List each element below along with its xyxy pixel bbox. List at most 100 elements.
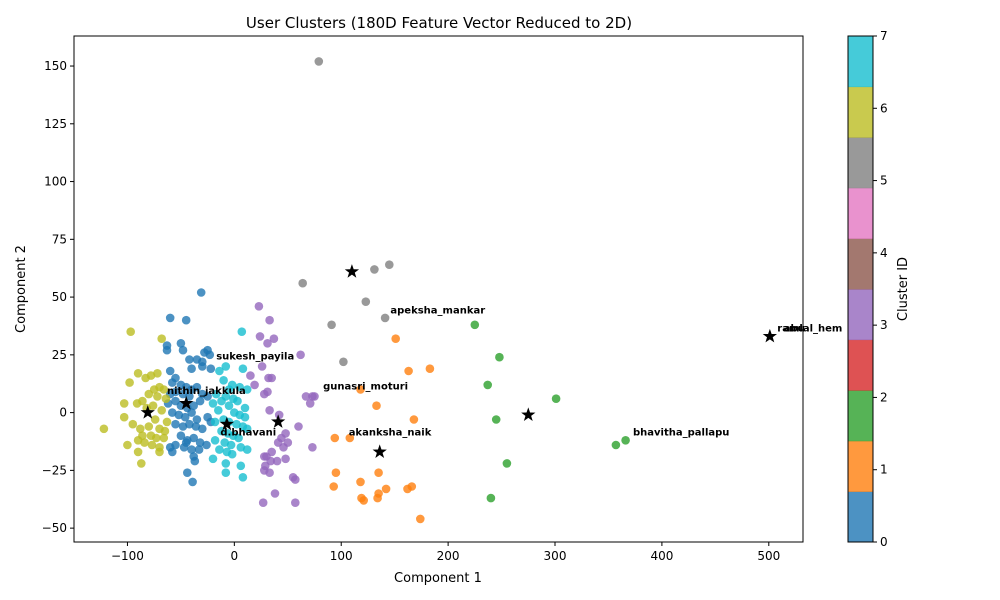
data-point-cluster-0	[196, 288, 206, 297]
colorbar-tick-label: 3	[880, 318, 888, 332]
centroid-star	[219, 416, 234, 431]
x-tick-label: 400	[650, 549, 673, 563]
data-point-cluster-4	[279, 443, 288, 452]
annotation-label: ramlal_hem	[777, 324, 842, 335]
data-point-cluster-1	[409, 415, 419, 424]
data-point-cluster-0	[203, 392, 212, 401]
y-tick-label: 150	[44, 59, 67, 73]
data-point-cluster-5	[385, 260, 394, 270]
data-point-cluster-0	[202, 440, 211, 450]
data-point-cluster-4	[250, 380, 259, 390]
data-point-cluster-6	[140, 438, 149, 447]
data-point-cluster-7	[242, 445, 252, 454]
data-point-cluster-4	[294, 422, 303, 431]
data-point-cluster-7	[224, 385, 234, 394]
data-point-cluster-0	[165, 313, 175, 323]
data-point-cluster-0	[183, 468, 192, 478]
colorbar-segment	[848, 187, 873, 239]
colorbar-ticks: 0 1 2 3 4 5 6 7	[873, 29, 888, 549]
centroid-star	[179, 395, 194, 410]
data-point-cluster-6	[144, 389, 154, 399]
chart-title: User Clusters (180D Feature Vector Reduc…	[246, 14, 632, 32]
data-point-cluster-5	[339, 357, 348, 367]
data-point-cluster-0	[187, 445, 196, 454]
data-point-cluster-6	[133, 369, 143, 378]
data-point-cluster-6	[153, 392, 162, 401]
data-point-cluster-6	[157, 334, 166, 344]
data-point-cluster-1	[416, 514, 425, 524]
data-point-cluster-6	[147, 440, 157, 450]
data-point-cluster-2	[495, 352, 504, 362]
data-point-cluster-6	[159, 385, 169, 394]
data-point-cluster-0	[168, 447, 177, 457]
data-point-cluster-0	[194, 445, 204, 454]
data-point-cluster-7	[238, 473, 248, 482]
data-point-cluster-7	[219, 376, 228, 385]
data-point-cluster-6	[99, 424, 109, 434]
data-point-cluster-4	[265, 315, 274, 325]
data-point-cluster-1	[381, 484, 391, 494]
colorbar-tick-label: 2	[880, 390, 888, 404]
data-point-cluster-6	[128, 419, 138, 429]
data-point-cluster-0	[189, 401, 198, 411]
y-tick-label: 25	[52, 348, 67, 362]
colorbar-tick-label: 5	[880, 174, 888, 188]
data-point-cluster-1	[373, 493, 382, 503]
data-point-cluster-7	[240, 412, 250, 422]
data-point-cluster-0	[185, 392, 194, 401]
y-tick-label: 50	[52, 290, 67, 304]
y-tick-label: −25	[42, 463, 67, 477]
data-point-cluster-2	[551, 394, 561, 404]
data-point-cluster-0	[165, 366, 175, 376]
centroid-star	[344, 264, 360, 278]
data-point-cluster-5	[298, 278, 308, 288]
x-tick-label: 300	[544, 549, 567, 563]
data-point-cluster-5	[361, 297, 371, 307]
data-point-cluster-4	[270, 489, 280, 498]
data-point-cluster-2	[483, 380, 493, 390]
data-point-cluster-1	[404, 366, 413, 376]
colorbar-segment	[848, 440, 873, 492]
data-point-cluster-1	[331, 468, 341, 478]
data-point-cluster-4	[263, 387, 272, 397]
data-point-cluster-2	[491, 415, 501, 424]
annotation-label: abu	[784, 324, 805, 335]
centroid-star	[140, 405, 155, 419]
data-point-cluster-2	[486, 493, 496, 503]
data-point-cluster-5	[380, 313, 390, 323]
data-point-cluster-7	[215, 445, 224, 454]
data-point-cluster-6	[141, 373, 150, 383]
data-point-cluster-7	[221, 459, 231, 468]
data-point-cluster-6	[137, 459, 146, 468]
data-point-cluster-2	[470, 320, 480, 330]
data-point-cluster-7	[208, 399, 218, 408]
x-axis-label: Component 1	[394, 571, 482, 586]
data-point-cluster-6	[133, 447, 143, 457]
centroid-star	[762, 328, 777, 343]
data-point-cluster-0	[187, 408, 196, 417]
data-point-cluster-4	[301, 392, 311, 401]
colorbar-tick-label: 4	[880, 246, 888, 260]
data-point-cluster-6	[126, 327, 135, 337]
data-point-cluster-4	[246, 371, 255, 380]
data-point-cluster-0	[181, 315, 191, 325]
colorbar-segment	[848, 36, 873, 88]
data-point-cluster-6	[144, 422, 154, 431]
data-point-cluster-7	[221, 468, 231, 478]
data-point-cluster-5	[370, 265, 379, 274]
data-point-cluster-2	[611, 440, 621, 450]
colorbar-segment	[848, 238, 873, 290]
data-point-cluster-0	[178, 345, 188, 355]
x-tick-label: −100	[111, 549, 144, 563]
data-point-cluster-0	[171, 419, 180, 429]
data-point-cluster-4	[255, 332, 265, 341]
data-point-cluster-7	[210, 436, 220, 445]
colorbar-segment	[848, 339, 873, 391]
data-point-cluster-0	[206, 364, 216, 374]
data-point-cluster-4	[269, 334, 279, 344]
annotation-label: d.bhavani	[220, 428, 276, 439]
colorbar-tick-label: 7	[880, 29, 888, 43]
data-point-cluster-1	[329, 482, 339, 491]
data-point-cluster-1	[359, 496, 369, 505]
data-point-cluster-7	[208, 454, 218, 464]
